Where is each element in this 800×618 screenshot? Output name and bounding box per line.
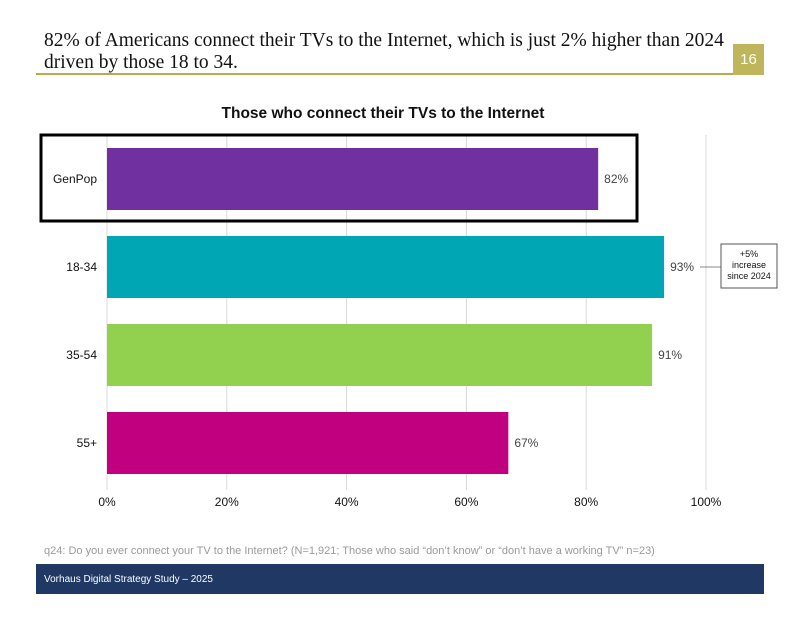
bar-18-34	[107, 236, 665, 298]
footnote: q24: Do you ever connect your TV to the …	[44, 545, 655, 557]
bar-35-54	[107, 324, 653, 386]
annotation-text: increase	[732, 260, 766, 270]
category-label: GenPop	[53, 172, 97, 186]
annotation-text: since 2024	[727, 271, 771, 281]
x-tick-label: 100%	[691, 495, 722, 509]
x-tick-label: 80%	[574, 495, 598, 509]
x-tick-label: 0%	[98, 495, 116, 509]
annotation-text: +5%	[740, 249, 758, 259]
highlight-box	[39, 133, 639, 223]
headline: 82% of Americans connect their TVs to th…	[44, 30, 724, 73]
annotation-box	[720, 243, 778, 289]
value-label: 93%	[670, 260, 694, 274]
headline-divider	[36, 73, 764, 75]
value-label: 91%	[658, 348, 682, 362]
x-tick-label: 20%	[215, 495, 239, 509]
category-label: 18-34	[66, 260, 97, 274]
footer-text: Vorhaus Digital Strategy Study – 2025	[44, 573, 213, 585]
category-label: 55+	[77, 436, 97, 450]
x-tick-label: 40%	[335, 495, 359, 509]
bar-genpop	[107, 148, 599, 210]
page-number-badge: 16	[733, 44, 764, 75]
x-tick-label: 60%	[454, 495, 478, 509]
value-label: 67%	[514, 436, 538, 450]
footer-bar: Vorhaus Digital Strategy Study – 2025	[36, 564, 764, 594]
bar-55-	[107, 412, 509, 474]
chart-title: Those who connect their TVs to the Inter…	[221, 105, 545, 122]
category-label: 35-54	[66, 348, 97, 362]
value-label: 82%	[604, 172, 628, 186]
